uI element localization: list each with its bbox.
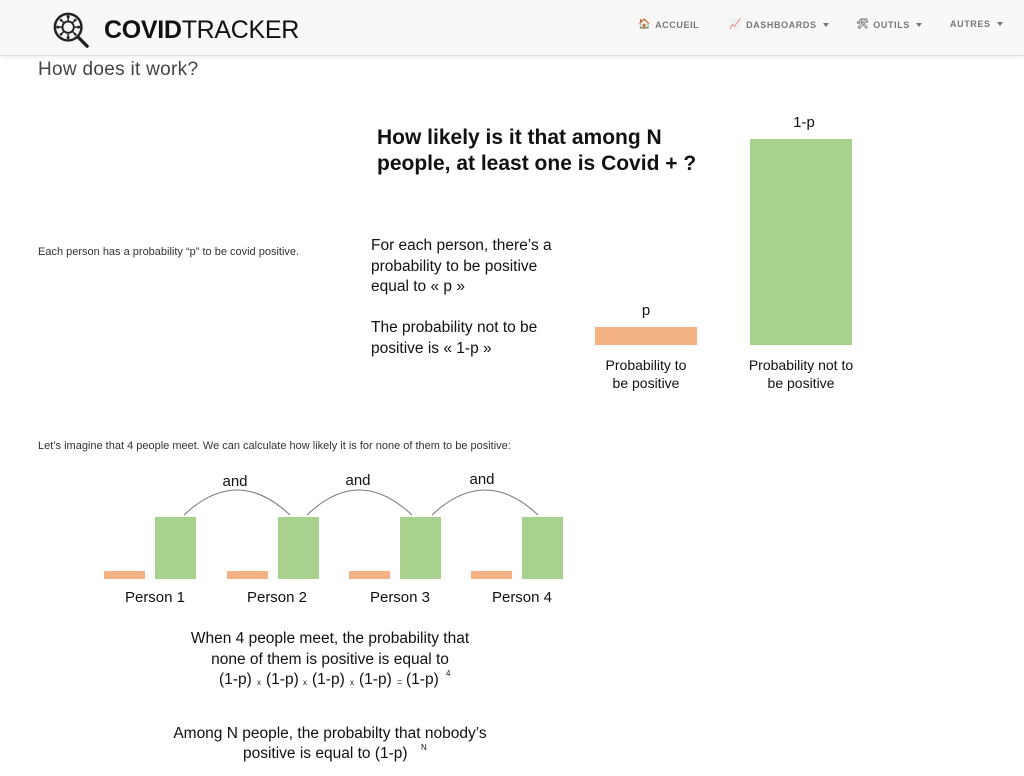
person-label: Person 3 [370,589,430,606]
nav-item-label: AUTRES [950,19,991,29]
and-connector-arc [306,489,413,516]
figure-heading-line1: How likely is it that among N [377,126,662,149]
figure-text-line1: For each person, there’s a [371,237,552,254]
brand-logo-link[interactable]: COVIDTRACKER [52,11,299,49]
formula-times: x [350,678,354,687]
page-title: How does it work? [38,59,199,80]
formula-times: x [303,678,307,687]
navbar: COVIDTRACKER 🏠 ACCUEIL 📈 DASHBOARDS 🛠 OU… [0,0,1024,56]
nav-item-autres[interactable]: AUTRES [950,19,1003,29]
caret-down-icon [996,22,1003,26]
positive-probability-bar [595,327,697,345]
person-label: Person 4 [492,589,552,606]
nav-item-label: OUTILS [873,19,910,30]
formula-equals: = [397,677,402,687]
product-formula: (1-p) x (1-p) x (1-p) x (1-p) = (1-p) 4 [219,669,451,688]
general-exponent: N [421,743,427,752]
caption-negative-line2: be positive [768,375,835,391]
person-positive-bar [349,571,390,579]
and-label: and [222,473,247,490]
tools-icon: 🛠 [856,19,870,30]
formula-factor: (1-p) [312,671,345,688]
nav-item-label: DASHBOARDS [746,19,817,30]
figure-text-line5: positive is « 1-p » [371,340,492,357]
and-label: and [469,471,494,488]
figure-single-person: How likely is it that among N people, at… [371,114,853,391]
bar-p-label: p [642,302,650,319]
formula-exponent: 4 [446,669,451,678]
result-line1: When 4 people meet, the probability that [191,630,470,647]
and-connector-arc [183,489,291,516]
formula-factor: (1-p) [406,671,439,688]
person-label: Person 1 [125,589,185,606]
caption-negative-line1: Probability not to [749,357,853,373]
person-positive-bar [227,571,268,579]
house-icon: 🏠 [638,19,652,30]
negative-probability-bar [750,139,852,345]
person-negative-bar [155,517,196,579]
bar-q-label: 1-p [793,114,815,131]
person-negative-bar [522,517,563,579]
figure-text-line3: equal to « p » [371,278,465,295]
intro-paragraph: Each person has a probability “p” to be … [38,246,300,258]
caret-down-icon [915,22,922,27]
person-negative-bar [400,517,441,579]
caption-positive-line2: be positive [613,375,680,391]
and-connector-arc [431,489,539,516]
person-positive-bar [471,571,512,579]
scenario-paragraph: Let’s imagine that 4 people meet. We can… [38,440,511,452]
nav-menu: 🏠 ACCUEIL 📈 DASHBOARDS 🛠 OUTILS AUTRES [0,19,1024,35]
general-line1: Among N people, the probabilty that nobo… [173,725,487,742]
brand-name: COVIDTRACKER [104,15,300,44]
formula-factor: (1-p) [266,671,299,688]
result-line2: none of them is positive is equal to [211,651,449,668]
formula-times: x [257,678,261,687]
general-line2: positive is equal to (1-p) [243,745,408,762]
nav-item-label: ACCUEIL [655,19,700,30]
nav-item-accueil[interactable]: 🏠 ACCUEIL [638,19,699,30]
nav-item-outils[interactable]: 🛠 OUTILS [856,19,922,30]
formula-factor: (1-p) [359,671,392,688]
person-positive-bar [104,571,145,579]
virus-magnifier-icon [53,12,89,48]
nav-item-dashboards[interactable]: 📈 DASHBOARDS [729,19,829,30]
figure-four-people: and and and Person 1 Person 2 Person 3 P… [104,471,563,762]
formula-factor: (1-p) [219,671,252,688]
person-label: Person 2 [247,589,307,606]
and-label: and [345,472,370,489]
figure-heading-line2: people, at least one is Covid + ? [377,152,696,175]
figure-text-line2: probability to be positive [371,258,537,275]
figure-text-line4: The probability not to be [371,319,537,336]
person-negative-bar [278,517,319,579]
caption-positive-line1: Probability to [606,357,687,373]
caret-down-icon [822,22,829,27]
chart-icon: 📈 [729,19,743,30]
